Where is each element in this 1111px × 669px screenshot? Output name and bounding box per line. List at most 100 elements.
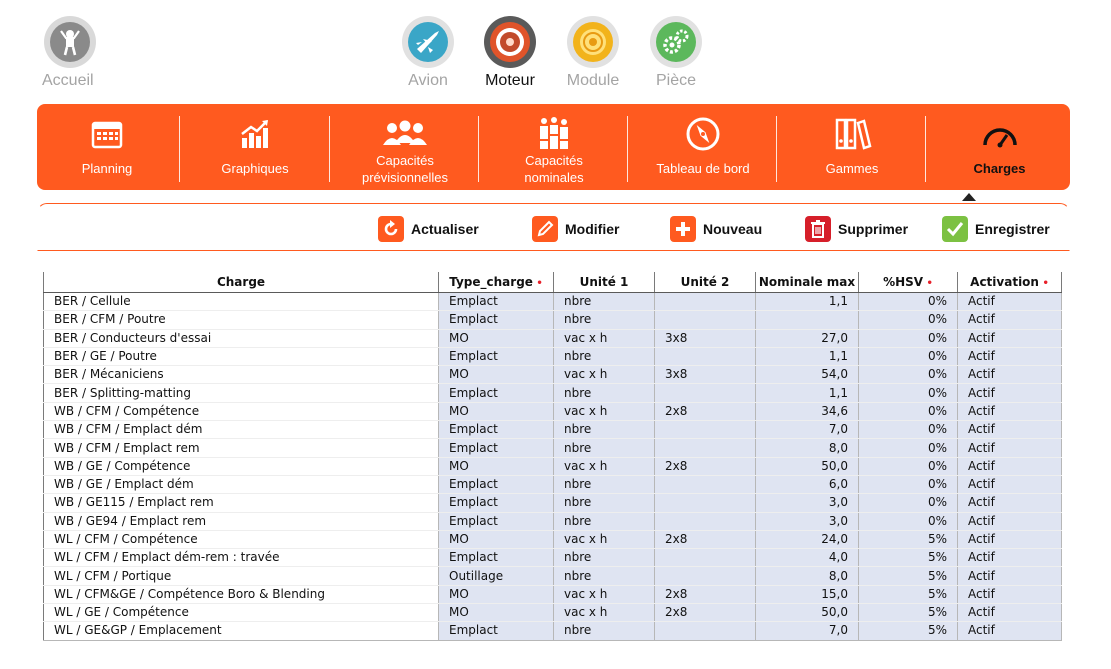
nav-module[interactable]: Module (563, 16, 623, 90)
cell-activation[interactable]: Actif (957, 383, 1062, 403)
cell-unite-1[interactable]: nbre (553, 292, 655, 312)
nav-moteur[interactable]: Moteur (482, 16, 538, 90)
cell-nominale-max[interactable]: 1,1 (755, 347, 859, 367)
cell-charge[interactable]: WL / CFM / Emplact dém-rem : travée (43, 548, 439, 568)
cell-activation[interactable]: Actif (957, 438, 1062, 458)
table-row[interactable]: WL / GE / Compétence MO vac x h 2x8 50,0 5% Ac… (43, 603, 1062, 623)
cell-unite-2[interactable] (654, 438, 756, 458)
cell-nominale-max[interactable] (755, 310, 859, 330)
cell-unite-1[interactable]: nbre (553, 512, 655, 531)
cell-type-charge[interactable]: Emplact (438, 420, 554, 440)
cell-hsv[interactable]: 5% (858, 603, 958, 623)
table-row[interactable]: WB / GE / Compétence MO vac x h 2x8 50,0 0% Ac… (43, 457, 1062, 476)
cell-type-charge[interactable]: MO (438, 585, 554, 605)
delete-button[interactable]: Supprimer (805, 215, 908, 243)
cell-type-charge[interactable]: MO (438, 603, 554, 623)
cell-unite-2[interactable]: 2x8 (654, 402, 756, 422)
cell-activation[interactable]: Actif (957, 548, 1062, 568)
cell-charge[interactable]: WL / CFM / Portique (43, 566, 439, 586)
cell-unite-1[interactable]: vac x h (553, 365, 655, 385)
table-row[interactable]: WB / GE / Emplact dém Emplact nbre 6,0 0% Act… (43, 475, 1062, 495)
column-header[interactable]: Unité 2 (654, 272, 756, 293)
cell-unite-2[interactable]: 2x8 (654, 457, 756, 476)
cell-hsv[interactable]: 0% (858, 329, 958, 348)
cell-activation[interactable]: Actif (957, 603, 1062, 623)
column-header[interactable]: Charge (43, 272, 439, 293)
cell-type-charge[interactable]: Emplact (438, 512, 554, 531)
cell-unite-2[interactable]: 3x8 (654, 365, 756, 385)
save-button[interactable]: Enregistrer (942, 215, 1050, 243)
cell-unite-1[interactable]: nbre (553, 347, 655, 367)
table-row[interactable]: WB / GE94 / Emplact rem Emplact nbre 3,0 0% A… (43, 512, 1062, 531)
cell-unite-2[interactable] (654, 475, 756, 495)
cell-unite-2[interactable] (654, 383, 756, 403)
cell-type-charge[interactable]: MO (438, 329, 554, 348)
cell-nominale-max[interactable]: 50,0 (755, 603, 859, 623)
cell-charge[interactable]: WB / GE / Compétence (43, 457, 439, 476)
cell-hsv[interactable]: 0% (858, 310, 958, 330)
cell-unite-1[interactable]: vac x h (553, 457, 655, 476)
module-tableau-de-bord[interactable]: Tableau de bord (631, 104, 775, 190)
cell-activation[interactable]: Actif (957, 347, 1062, 367)
cell-charge[interactable]: BER / Mécaniciens (43, 365, 439, 385)
cell-hsv[interactable]: 0% (858, 365, 958, 385)
nav-avion[interactable]: Avion (400, 16, 456, 90)
cell-activation[interactable]: Actif (957, 402, 1062, 422)
refresh-button[interactable]: Actualiser (378, 215, 479, 243)
cell-unite-2[interactable] (654, 512, 756, 531)
cell-unite-2[interactable] (654, 347, 756, 367)
cell-unite-1[interactable]: nbre (553, 420, 655, 440)
cell-hsv[interactable]: 0% (858, 457, 958, 476)
cell-type-charge[interactable]: MO (438, 457, 554, 476)
cell-hsv[interactable]: 5% (858, 548, 958, 568)
cell-hsv[interactable]: 0% (858, 420, 958, 440)
cell-charge[interactable]: WL / CFM&GE / Compétence Boro & Blending (43, 585, 439, 605)
cell-charge[interactable]: BER / CFM / Poutre (43, 310, 439, 330)
table-row[interactable]: WL / CFM&GE / Compétence Boro & Blending… (43, 585, 1062, 605)
cell-unite-2[interactable] (654, 566, 756, 586)
table-row[interactable]: BER / Cellule Emplact nbre 1,1 0% Actif (43, 292, 1062, 312)
cell-type-charge[interactable]: MO (438, 530, 554, 550)
table-row[interactable]: WL / CFM / Compétence MO vac x h 2x8 24,0 5% A… (43, 530, 1062, 550)
table-row[interactable]: WL / GE&GP / Emplacement Emplact nbre 7,0 5%… (43, 621, 1062, 641)
cell-unite-2[interactable] (654, 621, 756, 641)
cell-charge[interactable]: WL / GE&GP / Emplacement (43, 621, 439, 641)
table-row[interactable]: BER / Mécaniciens MO vac x h 3x8 54,0 0% Actif (43, 365, 1062, 385)
cell-unite-1[interactable]: vac x h (553, 585, 655, 605)
cell-charge[interactable]: WB / GE / Emplact dém (43, 475, 439, 495)
table-row[interactable]: WB / CFM / Emplact rem Emplact nbre 8,0 0% Ac… (43, 438, 1062, 458)
module-capacites-previsionnelles[interactable]: Capacités prévisionnelles (333, 104, 477, 190)
cell-type-charge[interactable]: Emplact (438, 438, 554, 458)
cell-hsv[interactable]: 0% (858, 438, 958, 458)
cell-charge[interactable]: WB / CFM / Compétence (43, 402, 439, 422)
cell-activation[interactable]: Actif (957, 530, 1062, 550)
cell-type-charge[interactable]: Emplact (438, 292, 554, 312)
column-header[interactable]: %HSV • (858, 272, 958, 293)
cell-hsv[interactable]: 5% (858, 530, 958, 550)
cell-unite-2[interactable]: 2x8 (654, 530, 756, 550)
cell-charge[interactable]: BER / Cellule (43, 292, 439, 312)
cell-unite-1[interactable]: vac x h (553, 603, 655, 623)
cell-activation[interactable]: Actif (957, 566, 1062, 586)
cell-nominale-max[interactable]: 7,0 (755, 420, 859, 440)
cell-unite-1[interactable]: nbre (553, 566, 655, 586)
nav-piece[interactable]: Pièce (648, 16, 704, 90)
column-header[interactable]: Activation • (957, 272, 1062, 293)
column-header[interactable]: Unité 1 (553, 272, 655, 293)
cell-nominale-max[interactable]: 34,6 (755, 402, 859, 422)
cell-hsv[interactable]: 5% (858, 621, 958, 641)
cell-activation[interactable]: Actif (957, 621, 1062, 641)
cell-type-charge[interactable]: Emplact (438, 310, 554, 330)
cell-type-charge[interactable]: Emplact (438, 347, 554, 367)
cell-nominale-max[interactable]: 24,0 (755, 530, 859, 550)
cell-unite-2[interactable]: 3x8 (654, 329, 756, 348)
module-graphiques[interactable]: Graphiques (183, 104, 327, 190)
cell-nominale-max[interactable]: 15,0 (755, 585, 859, 605)
cell-hsv[interactable]: 5% (858, 585, 958, 605)
cell-nominale-max[interactable]: 27,0 (755, 329, 859, 348)
cell-hsv[interactable]: 0% (858, 493, 958, 513)
cell-type-charge[interactable]: Emplact (438, 493, 554, 513)
cell-unite-2[interactable] (654, 310, 756, 330)
table-row[interactable]: BER / Splitting-matting Emplact nbre 1,1 0% A… (43, 383, 1062, 403)
cell-nominale-max[interactable]: 1,1 (755, 292, 859, 312)
